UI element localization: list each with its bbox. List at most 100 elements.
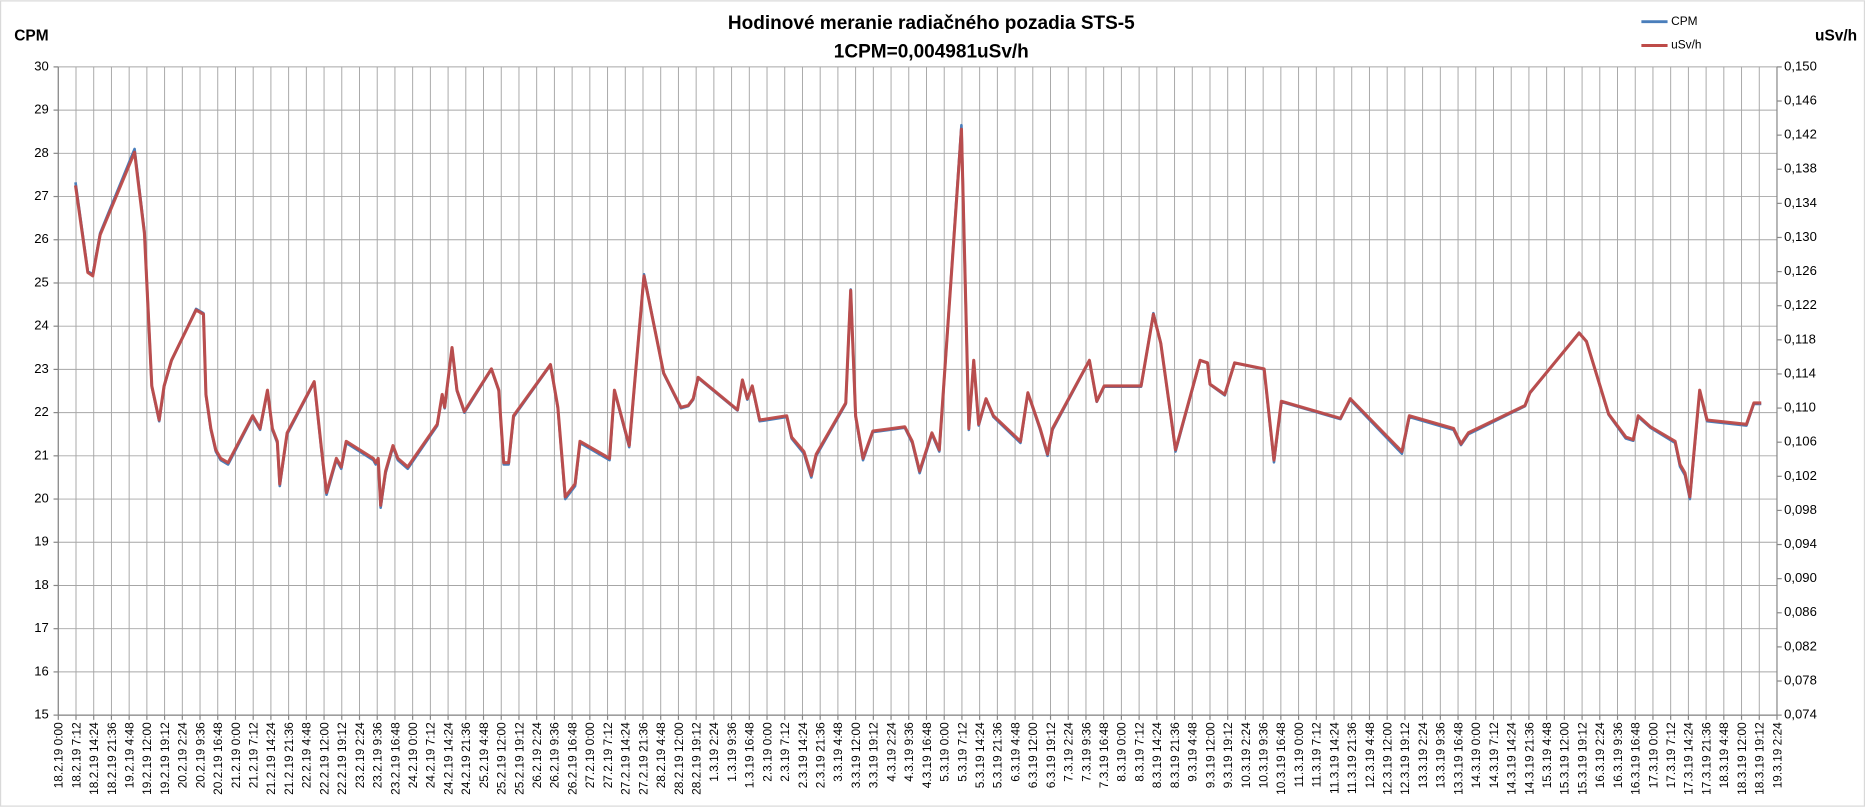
x-tick-label: 8.3.19 0:00 <box>1115 722 1129 782</box>
x-tick-label: 23.2.19 9:36 <box>371 722 385 788</box>
x-tick-label: 23.2.19 2:24 <box>353 722 367 788</box>
y-tick-label: 26 <box>34 231 49 246</box>
x-tick-label: 25.2.19 19:12 <box>512 722 526 795</box>
x-tick-label: 26.2.19 2:24 <box>530 722 544 788</box>
y-tick-label: 23 <box>34 361 49 376</box>
x-tick-label: 21.2.19 0:00 <box>229 722 243 788</box>
x-tick-label: 18.2.19 0:00 <box>52 722 66 788</box>
x-tick-label: 10.3.19 2:24 <box>1239 722 1253 788</box>
x-tick-label: 5.3.19 7:12 <box>955 722 969 781</box>
y-tick-label: 18 <box>34 577 49 592</box>
y2-tick-label: 0,118 <box>1784 331 1816 346</box>
x-tick-label: 1.3.19 9:36 <box>725 722 739 782</box>
x-tick-label: 8.3.19 14:24 <box>1150 722 1164 788</box>
x-tick-label: 3.3.19 4:48 <box>831 722 845 782</box>
y-tick-label: 15 <box>34 707 49 722</box>
x-tick-label: 6.3.19 12:00 <box>1026 722 1040 788</box>
legend: CPM uSv/h <box>1641 14 1702 52</box>
x-tick-label: 26.2.19 16:48 <box>565 722 579 795</box>
y2-tick-label: 0,098 <box>1784 502 1817 517</box>
x-tick-label: 21.2.19 14:24 <box>264 722 278 795</box>
x-tick-label: 18.2.19 14:24 <box>87 722 101 795</box>
x-tick-label: 9.3.19 12:00 <box>1203 722 1217 788</box>
x-tick-label: 1.3.19 16:48 <box>743 722 757 788</box>
y-tick-label: 19 <box>34 534 49 549</box>
x-tick-label: 18.2.19 7:12 <box>69 722 83 788</box>
x-tick-label: 18.2.19 21:36 <box>105 722 119 795</box>
x-tick-label: 12.3.19 12:00 <box>1381 722 1395 795</box>
x-tick-label: 22.2.19 4:48 <box>300 722 314 788</box>
y2-tick-label: 0,086 <box>1784 604 1817 619</box>
x-tick-label: 28.2.19 12:00 <box>672 722 686 795</box>
legend-label: uSv/h <box>1671 38 1701 52</box>
x-tick-label: 28.2.19 4:48 <box>654 722 668 788</box>
y2-tick-label: 0,082 <box>1784 638 1817 653</box>
x-tick-label: 15.3.19 19:12 <box>1575 722 1589 795</box>
grid <box>57 66 1778 716</box>
y2-tick-label: 0,106 <box>1784 434 1817 449</box>
x-tick-label: 13.3.19 16:48 <box>1451 722 1465 795</box>
legend-label: CPM <box>1671 14 1697 28</box>
x-tick-label: 3.3.19 12:00 <box>849 722 863 788</box>
y2-tick-label: 0,146 <box>1784 92 1817 107</box>
x-tick-label: 2.3.19 21:36 <box>814 722 828 788</box>
x-tick-label: 11.3.19 21:36 <box>1345 722 1359 794</box>
x-tick-label: 16.3.19 16:48 <box>1629 722 1643 795</box>
x-tick-label: 12.3.19 19:12 <box>1398 722 1412 795</box>
x-tick-label: 4.3.19 2:24 <box>884 722 898 782</box>
x-tick-label: 14.3.19 0:00 <box>1469 722 1483 788</box>
x-tick-label: 4.3.19 9:36 <box>902 722 916 782</box>
x-tick-label: 27.2.19 7:12 <box>601 722 615 788</box>
y2-tick-label: 0,142 <box>1784 127 1817 142</box>
x-tick-label: 18.3.19 19:12 <box>1753 722 1767 795</box>
x-tick-label: 25.2.19 4:48 <box>477 722 491 788</box>
x-tick-label: 24.2.19 7:12 <box>424 722 438 788</box>
x-tick-label: 19.3.19 2:24 <box>1770 722 1784 788</box>
x-tick-label: 13.3.19 9:36 <box>1434 722 1448 788</box>
y2-tick-label: 0,094 <box>1784 536 1817 551</box>
x-tick-label: 20.2.19 9:36 <box>193 722 207 788</box>
x-tick-label: 26.2.19 9:36 <box>548 722 562 788</box>
x-tick-label: 27.2.19 14:24 <box>619 722 633 795</box>
y2-tick-label: 0,122 <box>1784 297 1817 312</box>
x-tick-label: 5.3.19 14:24 <box>973 722 987 788</box>
x-tick-label: 23.2.19 16:48 <box>388 722 402 795</box>
x-tick-label: 19.2.19 12:00 <box>140 722 154 795</box>
x-tick-label: 19.2.19 4:48 <box>122 722 136 788</box>
x-tick-label: 18.3.19 4:48 <box>1717 722 1731 788</box>
y2-tick-label: 0,134 <box>1784 195 1817 210</box>
x-tick-label: 17.3.19 0:00 <box>1646 722 1660 788</box>
x-tick-label: 15.3.19 4:48 <box>1540 722 1554 788</box>
x-tick-label: 8.3.19 7:12 <box>1132 722 1146 781</box>
x-tick-label: 28.2.19 19:12 <box>689 722 703 795</box>
y-tick-label: 30 <box>34 58 49 73</box>
x-tick-label: 21.2.19 7:12 <box>247 722 261 788</box>
x-tick-label: 11.3.19 14:24 <box>1327 722 1341 794</box>
y-tick-label: 29 <box>34 102 49 117</box>
x-tick-label: 14.3.19 14:24 <box>1505 722 1519 795</box>
x-tick-label: 20.2.19 2:24 <box>176 722 190 788</box>
x-tick-label: 25.2.19 12:00 <box>495 722 509 795</box>
x-tick-label: 17.3.19 14:24 <box>1682 722 1696 795</box>
chart-subtitle: 1CPM=0,004981uSv/h <box>834 41 1029 62</box>
axes: 15 16 17 18 19 20 21 22 23 24 25 26 27 28 29 30 0,074 0,0… <box>34 58 1817 795</box>
y2-tick-label: 0,130 <box>1784 229 1817 244</box>
x-tick-label: 2.3.19 7:12 <box>778 722 792 781</box>
x-tick-label: 18.3.19 12:00 <box>1735 722 1749 795</box>
x-tick-label: 3.3.19 19:12 <box>867 722 881 788</box>
y-tick-label: 24 <box>34 318 49 333</box>
y-tick-label: 25 <box>34 274 49 289</box>
x-tick-label: 11.3.19 0:00 <box>1292 722 1306 788</box>
x-tick-label: 5.3.19 0:00 <box>938 722 952 782</box>
x-tick-label: 27.2.19 21:36 <box>636 722 650 795</box>
x-tick-label: 6.3.19 4:48 <box>1008 722 1022 782</box>
x-tick-label: 5.3.19 21:36 <box>991 722 1005 788</box>
x-tick-label: 21.2.19 21:36 <box>282 722 296 795</box>
y2-tick-label: 0,102 <box>1784 468 1817 483</box>
x-tick-label: 8.3.19 21:36 <box>1168 722 1182 788</box>
x-tick-label: 14.3.19 21:36 <box>1522 722 1536 795</box>
series-line <box>73 127 1762 507</box>
x-tick-label: 6.3.19 19:12 <box>1044 722 1058 788</box>
x-tick-label: 24.2.19 0:00 <box>406 722 420 788</box>
